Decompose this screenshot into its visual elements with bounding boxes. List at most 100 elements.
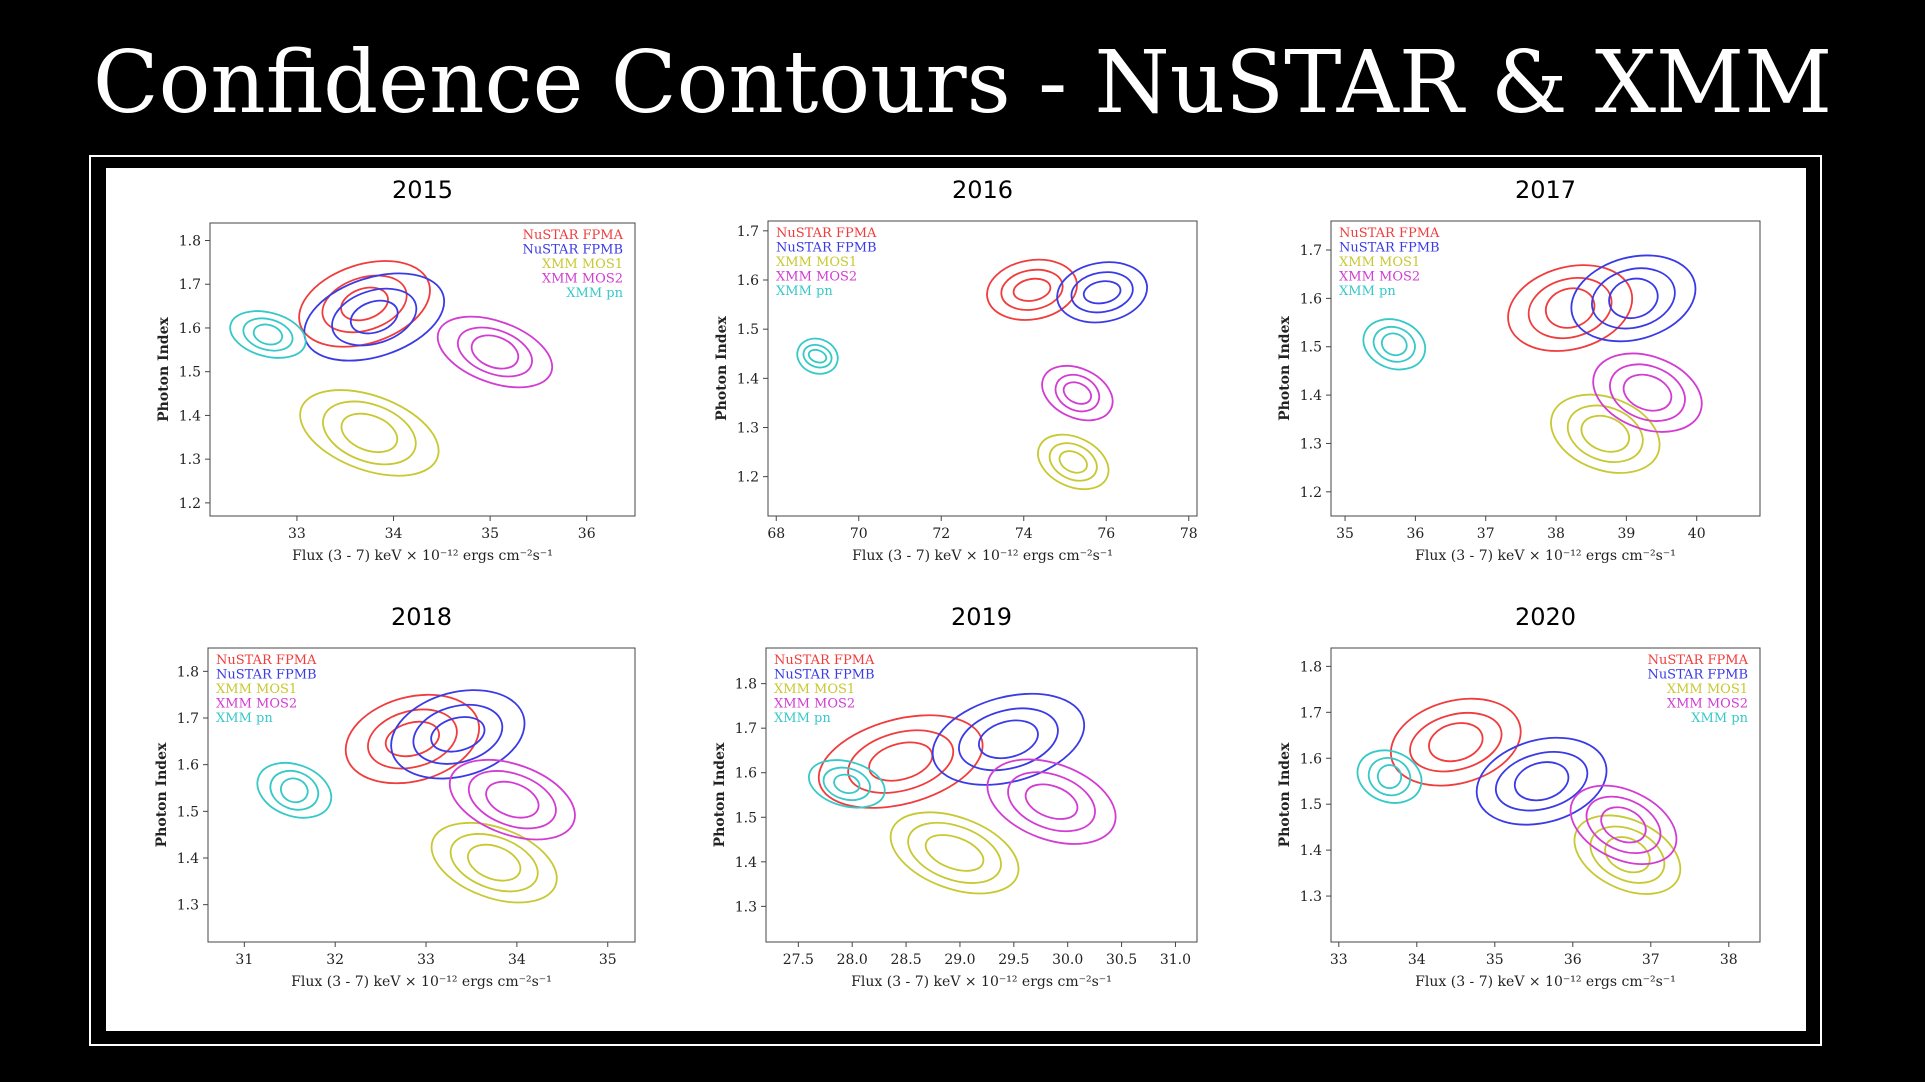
contour-xmm-mos1-1	[340, 412, 399, 454]
contour-nustar-fpmb-2	[958, 707, 1059, 772]
contour-xmm-mos2-1	[470, 334, 520, 370]
contour-nustar-fpmb-2	[1494, 751, 1589, 812]
x-tick-label: 35	[599, 952, 617, 968]
legend-entry: XMM MOS1	[216, 682, 297, 697]
legend-entry: NuSTAR FPMA	[1648, 653, 1749, 668]
y-tick-label: 1.6	[1300, 751, 1322, 767]
x-tick-label: 31.0	[1160, 952, 1191, 968]
x-tick-label: 35	[1486, 952, 1504, 968]
y-tick-label: 1.4	[177, 851, 199, 867]
contour-xmm-mos1-2	[1589, 825, 1666, 884]
contour-nustar-fpmb-3	[931, 692, 1086, 786]
y-tick-label: 1.8	[177, 664, 199, 680]
x-tick-label: 38	[1720, 952, 1738, 968]
contour-xmm-mos2-3	[986, 758, 1117, 845]
contour-nustar-fpmb-1	[1082, 280, 1122, 305]
contour-xmm-mos2-1	[1062, 381, 1093, 405]
contour-nustar-fpma-2	[321, 274, 408, 334]
legend-entry: XMM MOS2	[542, 272, 623, 287]
contour-xmm-mos1-3	[1550, 393, 1661, 474]
y-tick-label: 1.7	[179, 277, 201, 293]
x-tick-label: 68	[767, 526, 785, 542]
y-axis-label: Photon Index	[1277, 742, 1293, 847]
contour-xmm-mos1-3	[1037, 433, 1110, 491]
contour-xmm-pn-2	[822, 766, 871, 802]
x-tick-label: 30.5	[1106, 952, 1137, 968]
legend-entry: XMM MOS1	[774, 682, 855, 697]
contour-nustar-fpmb-1	[1608, 277, 1659, 320]
contour-nustar-fpmb-3	[1056, 261, 1149, 324]
contour-xmm-pn-3	[256, 762, 333, 819]
y-tick-label: 1.5	[1300, 797, 1322, 813]
contour-nustar-fpmb-3	[390, 689, 526, 780]
y-tick-label: 1.6	[179, 321, 201, 337]
contour-xmm-mos2-1	[1600, 806, 1647, 844]
contour-xmm-mos1-3	[889, 811, 1020, 895]
contour-xmm-mos2-2	[1585, 795, 1662, 854]
contour-xmm-mos1-2	[449, 833, 539, 893]
x-tick-label: 33	[1330, 952, 1348, 968]
contour-xmm-mos2-2	[467, 770, 557, 830]
y-tick-label: 1.7	[735, 721, 757, 737]
legend-entry: XMM MOS1	[1339, 255, 1420, 270]
contour-xmm-pn-3	[808, 759, 886, 809]
x-axis-label: Flux (3 - 7) keV × 10⁻¹² ergs cm⁻²s⁻¹	[852, 548, 1113, 564]
chart-2017: 2017 35 36 37 38 39 40 1.2 1.3 1.4 1.5 1.6 1.7 Flux (…	[1277, 176, 1761, 564]
axes-frame	[1330, 647, 1761, 943]
legend-entry: NuSTAR FPMA	[776, 226, 877, 241]
x-tick-label: 31	[235, 952, 253, 968]
contour-nustar-fpmb-1	[978, 719, 1039, 760]
contour-nustar-fpma-1	[1012, 277, 1052, 302]
legend-entry: XMM pn	[1691, 711, 1748, 726]
y-tick-label: 1.7	[177, 711, 199, 727]
legend-entry: XMM MOS2	[216, 697, 297, 712]
x-tick-label: 40	[1688, 526, 1706, 542]
contour-xmm-mos1-1	[1580, 414, 1631, 453]
chart-title: 2015	[392, 176, 453, 204]
slide-title: Confidence Contours - NuSTAR & XMM	[92, 33, 1833, 133]
chart-2015: 2015 33 34 35 36 1.2 1.3 1.4 1.5 1.6 1.7 1.8 Flux (3…	[156, 176, 636, 564]
y-tick-label: 1.8	[1300, 659, 1322, 675]
contour-xmm-mos2-2	[1007, 771, 1096, 833]
contour-nustar-fpmb-2	[331, 287, 418, 347]
y-tick-label: 1.5	[1300, 340, 1322, 356]
contour-nustar-fpma-1	[340, 286, 389, 322]
legend-entry: XMM MOS2	[1339, 270, 1420, 285]
y-tick-label: 1.2	[1300, 485, 1322, 501]
contour-xmm-mos1-3	[430, 821, 558, 904]
contour-xmm-mos2-2	[1054, 373, 1101, 413]
contour-nustar-fpma-2	[1000, 268, 1064, 311]
legend-entry: XMM pn	[776, 284, 833, 299]
x-tick-label: 29.0	[944, 952, 975, 968]
y-tick-label: 1.3	[737, 421, 759, 437]
contour-nustar-fpmb-1	[430, 716, 486, 753]
y-tick-label: 1.4	[737, 371, 759, 387]
y-tick-label: 1.6	[737, 273, 759, 289]
contour-nustar-fpma-1	[1428, 722, 1484, 763]
contour-xmm-pn-2	[802, 344, 833, 369]
contour-xmm-mos1-1	[467, 843, 522, 882]
x-tick-label: 36	[578, 526, 596, 542]
contour-nustar-fpma-3	[817, 714, 984, 809]
y-axis-label: Photon Index	[712, 742, 728, 847]
x-tick-label: 37	[1477, 526, 1495, 542]
contour-xmm-mos2-1	[485, 780, 540, 819]
legend-entry: XMM pn	[566, 286, 623, 301]
contour-xmm-mos2-2	[1609, 363, 1686, 422]
chart-2016: 2016 68 70 72 74 76 78 1.2 1.3 1.4 1.5 1.6 1.7 Flux (…	[714, 176, 1198, 564]
contour-nustar-fpma-3	[1389, 697, 1522, 787]
contour-xmm-mos1-2	[322, 400, 417, 466]
x-axis-label: Flux (3 - 7) keV × 10⁻¹² ergs cm⁻²s⁻¹	[1415, 548, 1676, 564]
legend-entry: NuSTAR FPMB	[774, 668, 875, 683]
contour-xmm-mos1-2	[1566, 404, 1644, 463]
x-tick-label: 34	[385, 526, 403, 542]
y-tick-label: 1.6	[1300, 291, 1322, 307]
contour-nustar-fpma-2	[1527, 277, 1613, 340]
contour-nustar-fpmb-2	[412, 703, 504, 765]
x-axis-label: Flux (3 - 7) keV × 10⁻¹² ergs cm⁻²s⁻¹	[292, 548, 553, 564]
y-tick-label: 1.2	[179, 496, 201, 512]
y-tick-label: 1.3	[177, 898, 199, 914]
contour-xmm-pn-1	[833, 773, 861, 794]
contour-xmm-mos2-1	[1024, 783, 1079, 820]
legend-entry: XMM pn	[1339, 284, 1396, 299]
